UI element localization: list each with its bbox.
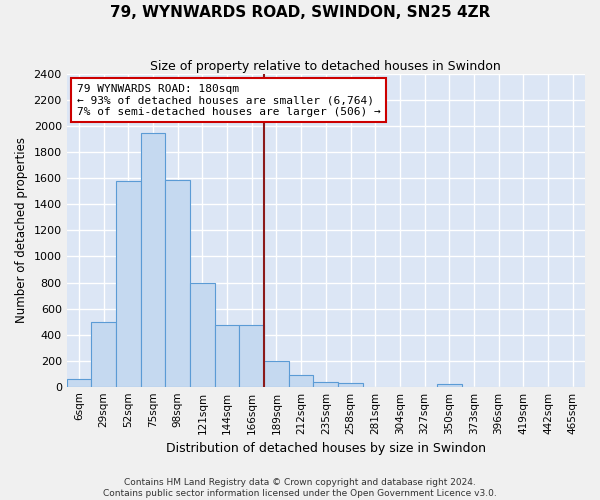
Bar bbox=[437, 384, 461, 386]
Bar bbox=[166, 180, 190, 386]
Bar bbox=[215, 325, 239, 386]
Text: 79, WYNWARDS ROAD, SWINDON, SN25 4ZR: 79, WYNWARDS ROAD, SWINDON, SN25 4ZR bbox=[110, 5, 490, 20]
Bar bbox=[264, 362, 289, 386]
Y-axis label: Number of detached properties: Number of detached properties bbox=[15, 138, 28, 324]
Bar bbox=[116, 181, 141, 386]
Bar bbox=[91, 322, 116, 386]
Bar bbox=[67, 379, 91, 386]
Bar bbox=[338, 383, 363, 386]
X-axis label: Distribution of detached houses by size in Swindon: Distribution of detached houses by size … bbox=[166, 442, 486, 455]
Bar bbox=[313, 382, 338, 386]
Bar bbox=[141, 133, 166, 386]
Bar bbox=[190, 282, 215, 387]
Text: 79 WYNWARDS ROAD: 180sqm
← 93% of detached houses are smaller (6,764)
7% of semi: 79 WYNWARDS ROAD: 180sqm ← 93% of detach… bbox=[77, 84, 381, 116]
Bar bbox=[289, 375, 313, 386]
Bar bbox=[239, 325, 264, 386]
Text: Contains HM Land Registry data © Crown copyright and database right 2024.
Contai: Contains HM Land Registry data © Crown c… bbox=[103, 478, 497, 498]
Title: Size of property relative to detached houses in Swindon: Size of property relative to detached ho… bbox=[151, 60, 501, 73]
